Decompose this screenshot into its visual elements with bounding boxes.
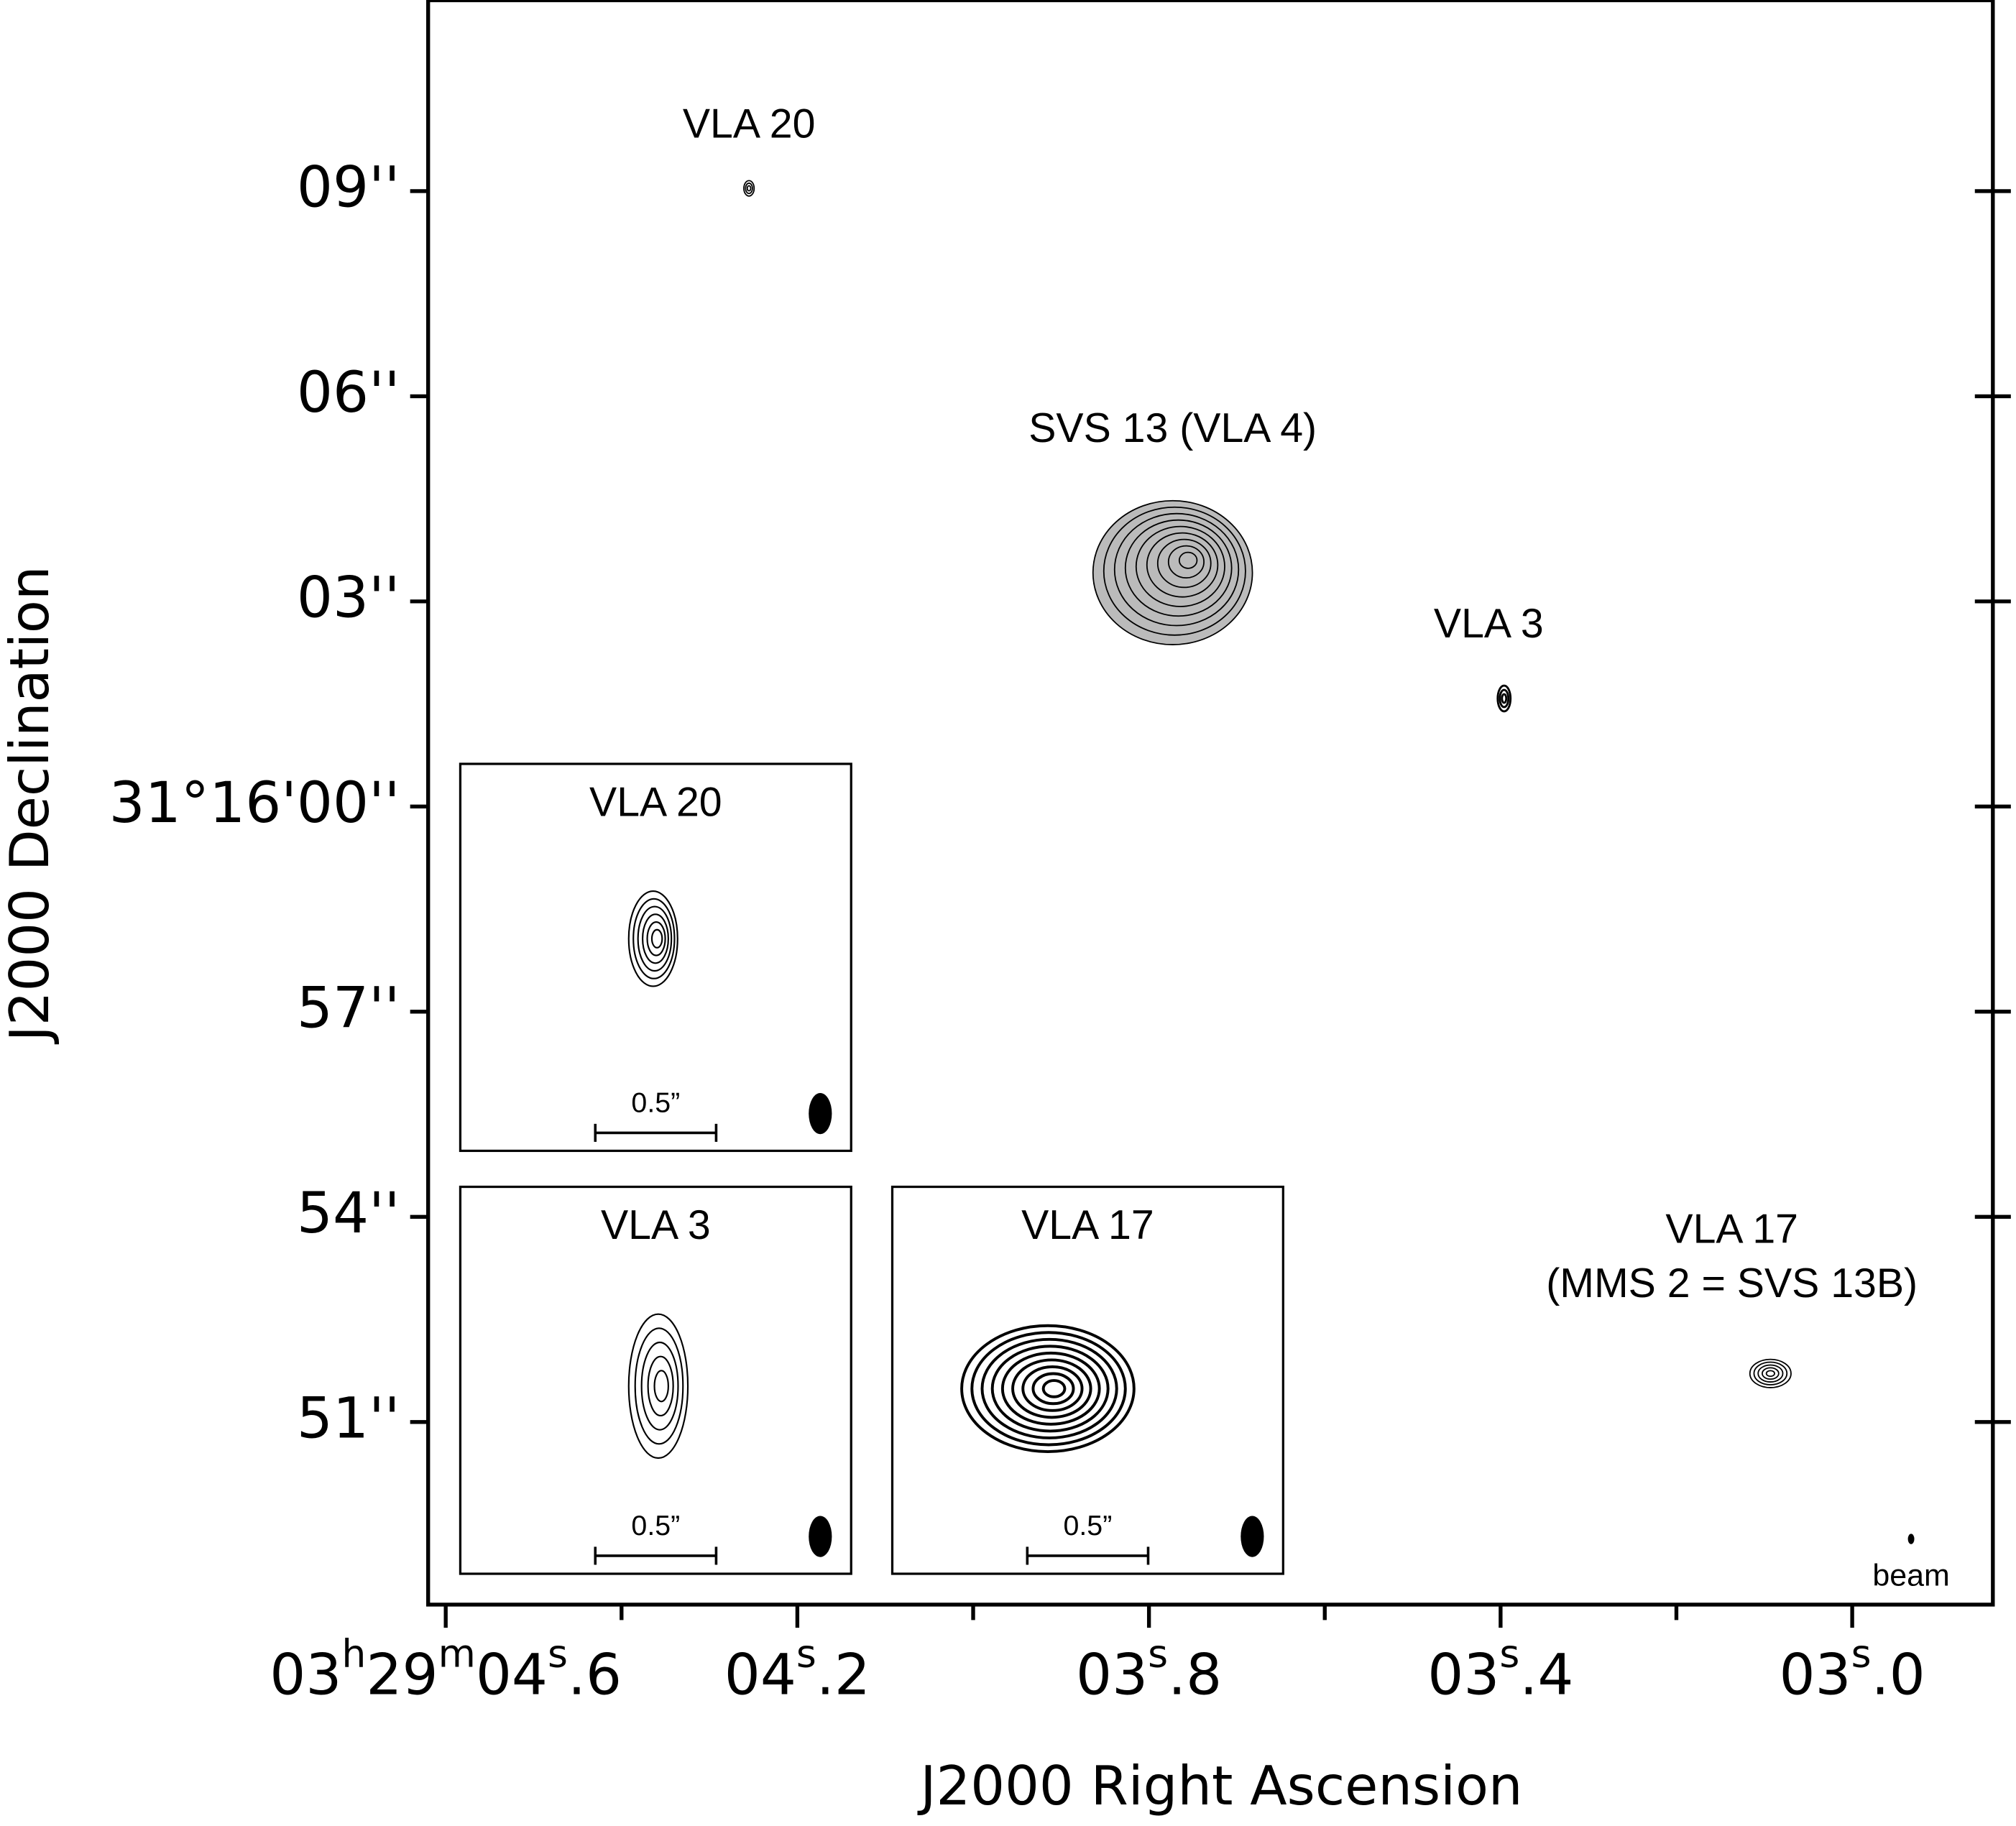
contour (1757, 1364, 1784, 1383)
inset-frame (459, 762, 852, 1153)
inset-beam (809, 1092, 832, 1135)
y-tick-label: 51'' (297, 1385, 400, 1451)
contour (1762, 1367, 1780, 1380)
contour (1103, 506, 1246, 636)
source-label: VLA 20 (683, 101, 816, 147)
inset-contour (640, 1341, 679, 1431)
source (1749, 1358, 1792, 1388)
contour (746, 185, 752, 192)
inset-contour (1021, 1365, 1084, 1412)
x-tick-label: 03s.0 (1779, 1631, 1925, 1708)
inset-beam (809, 1516, 832, 1557)
source-label: SVS 13 (VLA 4) (1028, 405, 1317, 451)
x-axis-title: J2000 Right Ascension (917, 1754, 1522, 1817)
contour (1499, 688, 1510, 709)
y-axis-title: J2000 Declination (0, 566, 61, 1044)
inset-contour (647, 1355, 674, 1417)
inset-contour (970, 1331, 1127, 1447)
contour (1765, 1370, 1775, 1378)
x-tick-label: 03s.4 (1427, 1631, 1573, 1708)
scale-label: 0.5” (631, 1087, 680, 1118)
inset-contour (960, 1324, 1136, 1454)
contour (1146, 532, 1219, 598)
contour (1501, 693, 1508, 704)
source-label: (MMS 2 = SVS 13B) (1546, 1260, 1918, 1306)
contour (1124, 519, 1233, 617)
inset-contour (642, 913, 669, 964)
inset-contour (1031, 1372, 1075, 1406)
contour (1113, 512, 1240, 627)
contour (1135, 525, 1225, 607)
inset-contour (627, 1313, 689, 1460)
contour (1156, 538, 1212, 589)
inset-contour (1000, 1351, 1101, 1426)
y-tick-label: 54'' (297, 1180, 400, 1246)
source-label: VLA 3 (1434, 601, 1544, 647)
inset-contour (627, 890, 678, 987)
inset-contour (990, 1345, 1110, 1433)
inset-contour (650, 928, 663, 949)
inset-beam (1241, 1516, 1264, 1557)
inset-frame (459, 1185, 852, 1575)
y-tick-label: 03'' (297, 564, 400, 630)
plot-frame (426, 0, 1995, 1607)
y-tick-label: 57'' (297, 974, 400, 1041)
inset-title: VLA 17 (1021, 1202, 1154, 1248)
y-tick-label: 09'' (297, 154, 400, 220)
beam (1907, 1534, 1915, 1544)
inset-contour (1041, 1379, 1067, 1398)
x-tick-label: 03s.8 (1076, 1631, 1222, 1708)
inset-contour (632, 898, 676, 979)
inset-contour (646, 921, 666, 956)
contour (745, 183, 753, 195)
contour (1167, 545, 1205, 579)
contour (1178, 551, 1198, 569)
beam-label: beam (1872, 1559, 1949, 1593)
inset-title: VLA 3 (601, 1202, 711, 1248)
source-label: VLA 17 (1665, 1207, 1798, 1253)
inset-contour (980, 1337, 1118, 1439)
scale-label: 0.5” (1064, 1510, 1113, 1541)
x-tick-label: 03h29m04s.6 (270, 1631, 622, 1708)
inset-contour (653, 1370, 669, 1403)
inset-contour (634, 1327, 684, 1445)
source (743, 180, 755, 197)
inset-title: VLA 20 (589, 779, 722, 825)
y-tick-label: 06'' (297, 359, 400, 425)
y-tick-label: 31°16'00'' (109, 770, 400, 836)
contour (1753, 1361, 1788, 1385)
source (1496, 684, 1512, 713)
x-tick-label: 04s.2 (724, 1631, 870, 1708)
inset-contour (1011, 1358, 1092, 1419)
scale-label: 0.5” (631, 1510, 680, 1541)
inset-contour (637, 905, 673, 972)
